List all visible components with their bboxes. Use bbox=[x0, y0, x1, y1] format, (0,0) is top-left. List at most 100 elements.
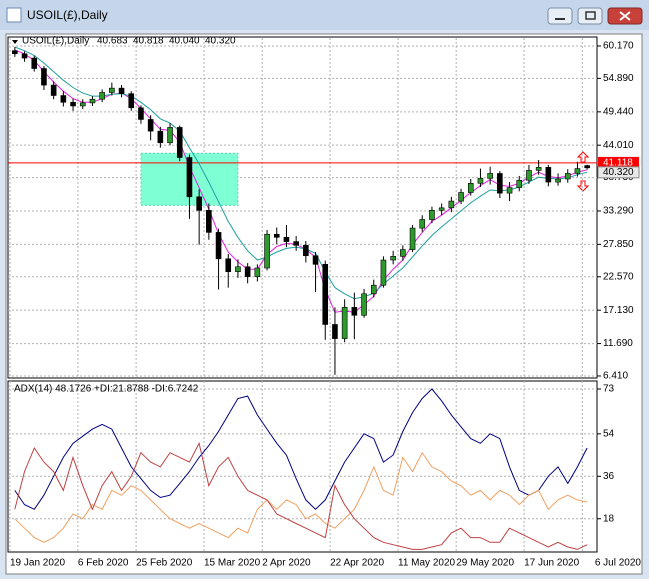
candle-body bbox=[303, 244, 309, 257]
indicator-line bbox=[14, 388, 588, 510]
candle-body bbox=[429, 210, 435, 220]
header-value: 40.683 bbox=[97, 36, 128, 47]
candle-body bbox=[50, 84, 57, 96]
main-panel bbox=[7, 36, 598, 379]
x-tick-label: 15 Mar 2020 bbox=[204, 558, 261, 569]
candle-body bbox=[79, 102, 86, 107]
candle-body bbox=[293, 241, 299, 246]
header-value: 40.040 bbox=[169, 36, 200, 47]
indicator-line bbox=[14, 441, 588, 550]
header-value: 40.818 bbox=[133, 36, 164, 47]
x-tick-label: 2 Apr 2020 bbox=[262, 558, 311, 569]
candle-body bbox=[419, 219, 426, 229]
candle-body bbox=[147, 119, 154, 132]
candle-body bbox=[584, 165, 590, 169]
last-price-box bbox=[597, 166, 640, 179]
y-tick-label: 36 bbox=[603, 471, 615, 482]
candle-body bbox=[244, 266, 251, 277]
x-tick-label: 19 Jan 2020 bbox=[10, 558, 65, 569]
candle-body bbox=[351, 306, 358, 316]
y-tick-label: 18 bbox=[603, 513, 615, 524]
candle-body bbox=[380, 259, 387, 286]
candle-body bbox=[235, 266, 241, 272]
chart-title: USOIL(£),Daily bbox=[22, 36, 89, 47]
candle-body bbox=[273, 233, 280, 238]
candle-body bbox=[196, 196, 202, 211]
level-label-box bbox=[598, 156, 639, 168]
candle-body bbox=[341, 306, 348, 339]
y-tick-label: 6.410 bbox=[603, 371, 628, 382]
candle-body bbox=[167, 127, 173, 144]
y-tick-label: 49.440 bbox=[603, 106, 634, 117]
candle-body bbox=[118, 87, 125, 94]
minimize-button[interactable] bbox=[547, 7, 573, 25]
candle-body bbox=[21, 53, 28, 59]
y-tick-label: 73 bbox=[603, 384, 615, 395]
candle-body bbox=[254, 267, 261, 277]
candle-body bbox=[477, 178, 484, 184]
candle-body bbox=[555, 178, 561, 183]
candle-body bbox=[186, 157, 193, 198]
candle-body bbox=[332, 324, 338, 339]
candle-body bbox=[458, 192, 464, 202]
x-tick-label: 6 Feb 2020 bbox=[78, 558, 129, 569]
candle-body bbox=[264, 233, 270, 269]
level-label: 41.118 bbox=[603, 158, 633, 169]
y-tick-label: 54.890 bbox=[603, 73, 634, 84]
candle-body bbox=[448, 200, 455, 209]
candle-body bbox=[312, 255, 319, 265]
candle-body bbox=[370, 284, 377, 295]
candle-body bbox=[41, 68, 47, 86]
candle-body bbox=[12, 50, 18, 55]
x-tick-label: 22 Apr 2020 bbox=[330, 558, 384, 569]
last-price-label: 40.320 bbox=[603, 167, 634, 178]
indicator-title: ADX(14) 48.1726 +DI:21.8788 -DI:6.7242 bbox=[14, 384, 199, 395]
candle-body bbox=[157, 130, 164, 144]
candle-body bbox=[225, 258, 232, 272]
header-value: 40.320 bbox=[205, 36, 236, 47]
window-icon bbox=[6, 7, 22, 23]
indicator-line bbox=[14, 451, 588, 543]
y-tick-label: 54 bbox=[603, 428, 615, 439]
window-title: USOIL(£),Daily bbox=[27, 8, 108, 22]
candle-body bbox=[206, 210, 212, 233]
candle-body bbox=[89, 98, 96, 104]
y-tick-label: 60.170 bbox=[603, 41, 634, 52]
y-tick-label: 17.130 bbox=[603, 305, 634, 316]
candle-body bbox=[60, 95, 67, 103]
x-tick-label: 25 Feb 2020 bbox=[136, 558, 193, 569]
candle-body bbox=[497, 173, 503, 194]
candle-body bbox=[99, 92, 105, 100]
y-tick-label: 22.570 bbox=[603, 271, 634, 282]
candle-body bbox=[564, 173, 571, 180]
candle-body bbox=[526, 170, 532, 181]
candle-body bbox=[138, 107, 144, 120]
x-tick-label: 6 Jul 2020 bbox=[595, 558, 642, 569]
candle-body bbox=[176, 127, 183, 158]
y-tick-label: 27.850 bbox=[603, 239, 634, 250]
candle-body bbox=[361, 293, 367, 316]
candle-body bbox=[409, 227, 416, 250]
candle-body bbox=[128, 93, 135, 109]
moving-average bbox=[14, 46, 588, 300]
y-tick-label: 11.690 bbox=[603, 338, 633, 349]
candle-body bbox=[109, 87, 115, 93]
candle-body bbox=[506, 187, 513, 194]
candle-body bbox=[283, 237, 290, 242]
candle-body bbox=[467, 182, 474, 193]
candle-body bbox=[322, 264, 329, 325]
candle-body bbox=[400, 249, 406, 257]
candle-body bbox=[535, 167, 542, 171]
candle-body bbox=[31, 57, 38, 69]
candle-body bbox=[516, 179, 523, 188]
x-tick-label: 11 May 2020 bbox=[398, 558, 456, 569]
x-tick-label: 29 May 2020 bbox=[456, 558, 514, 569]
title-bar bbox=[0, 0, 649, 30]
x-tick-label: 17 Jun 2020 bbox=[524, 558, 579, 569]
candle-body bbox=[438, 207, 445, 211]
maximize-button[interactable] bbox=[577, 7, 603, 25]
y-tick-label: 44.010 bbox=[603, 140, 634, 151]
indicator-panel bbox=[7, 380, 598, 553]
candle-body bbox=[487, 173, 493, 179]
